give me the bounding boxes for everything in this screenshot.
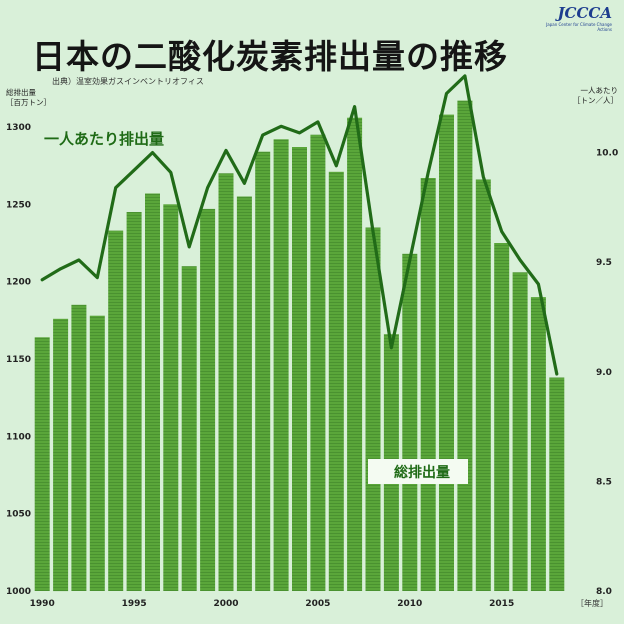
x-tick-1990: 1990 xyxy=(30,599,55,609)
line-point-2014 xyxy=(482,175,485,178)
line-series-label: 一人あたり排出量 xyxy=(44,130,165,148)
line-point-1995 xyxy=(133,169,135,171)
bar-2012 xyxy=(439,114,454,591)
chart-title: 日本の二酸化炭素排出量の推移 xyxy=(32,37,508,76)
bar-2001 xyxy=(236,196,252,591)
x-tick-2015: 2015 xyxy=(489,599,514,609)
y-left-tick-1100: 1100 xyxy=(6,432,31,442)
bar-2000 xyxy=(218,173,234,592)
axis-ticks: 1000 1050 1100 1150 1200 1250 1300 8.0 8.5 9.0 9.5… xyxy=(6,123,618,609)
line-point-2012 xyxy=(445,92,448,95)
line-point-2016 xyxy=(519,259,521,261)
line-point-1996 xyxy=(151,151,154,154)
bar-2006 xyxy=(328,171,344,592)
logo-subtitle: Japan Center for Climate Change Actions xyxy=(546,22,612,32)
line-point-2008 xyxy=(372,230,374,233)
y-right-tick-9: 9.0 xyxy=(596,368,612,378)
line-point-2011 xyxy=(427,171,430,174)
line-point-2000 xyxy=(225,149,227,152)
source-note: 出典）温室効果ガスインベントリオフィス xyxy=(52,77,204,86)
x-tick-1995: 1995 xyxy=(122,599,147,609)
bar-2008 xyxy=(365,227,381,591)
y-right-tick-8: 8.0 xyxy=(596,587,612,597)
line-point-2001 xyxy=(243,182,246,185)
bar-1991 xyxy=(53,318,69,592)
y-left-tick-1300: 1300 xyxy=(6,123,31,133)
line-point-1997 xyxy=(170,171,172,174)
bar-2011 xyxy=(420,178,436,591)
bar-1990 xyxy=(34,337,50,591)
logo: JCCCA Japan Center for Climate Change Ac… xyxy=(538,4,612,36)
line-point-1991 xyxy=(59,268,62,270)
line-point-2004 xyxy=(298,132,301,134)
line-point-1990 xyxy=(41,279,43,281)
bar-2004 xyxy=(292,147,307,591)
x-tick-2000: 2000 xyxy=(213,599,238,609)
left-axis-label-line2: ［百万トン］ xyxy=(6,98,51,107)
right-axis-label-line1: 一人あたり xyxy=(580,86,619,95)
line-point-2015 xyxy=(500,230,503,233)
line-point-1992 xyxy=(78,259,80,261)
bar-1997 xyxy=(163,204,179,592)
bar-2018 xyxy=(549,377,565,591)
line-point-2003 xyxy=(280,125,282,128)
y-left-tick-1000: 1000 xyxy=(6,587,31,597)
line-point-2017 xyxy=(537,283,540,285)
bar-2015 xyxy=(494,243,510,591)
y-right-tick-9.5: 9.5 xyxy=(596,258,612,268)
x-tick-2005: 2005 xyxy=(305,599,330,609)
logo-text: JCCCA xyxy=(557,4,612,22)
line-point-2010 xyxy=(409,259,411,261)
line-point-2013 xyxy=(464,75,466,77)
bar-1992 xyxy=(71,304,87,591)
left-axis-label: 総排出量 ［百万トン］ xyxy=(6,88,51,108)
bar-2003 xyxy=(273,139,289,592)
line-point-2007 xyxy=(353,105,356,108)
y-left-tick-1200: 1200 xyxy=(6,278,31,288)
y-right-tick-8.5: 8.5 xyxy=(596,477,612,487)
line-point-1998 xyxy=(188,246,190,248)
bar-2017 xyxy=(530,297,546,591)
bar-1994 xyxy=(108,230,124,591)
bar-2013 xyxy=(457,100,473,591)
left-axis-label-line1: 総排出量 xyxy=(6,88,36,97)
line-series xyxy=(40,74,559,376)
right-axis-label: 一人あたり ［トン／人］ xyxy=(573,86,618,106)
bar-1995 xyxy=(126,212,142,591)
bar-2014 xyxy=(475,179,491,591)
x-axis-unit: ［年度］ xyxy=(576,599,608,608)
bar-2007 xyxy=(347,117,363,591)
line-point-2009 xyxy=(390,346,393,349)
bar-series xyxy=(34,100,565,592)
right-axis-label-line2: ［トン／人］ xyxy=(573,96,618,105)
line-point-2002 xyxy=(261,134,264,136)
line-point-2006 xyxy=(335,165,338,167)
bar-2005 xyxy=(310,134,326,591)
bar-1999 xyxy=(200,208,216,591)
line-point-1993 xyxy=(96,276,99,279)
bar-2010 xyxy=(402,253,418,592)
y-left-tick-1250: 1250 xyxy=(6,200,31,210)
bar-1993 xyxy=(89,315,105,591)
line-point-1999 xyxy=(206,186,209,189)
bar-1996 xyxy=(145,193,160,591)
line-point-2005 xyxy=(317,121,319,123)
line-point-2018 xyxy=(556,373,558,375)
line-point-1994 xyxy=(114,186,117,189)
bar-1998 xyxy=(181,266,197,591)
x-tick-2010: 2010 xyxy=(397,599,422,609)
bar-2016 xyxy=(512,272,528,591)
bar-series-label: 総排出量 xyxy=(368,459,468,484)
y-left-tick-1050: 1050 xyxy=(6,510,31,520)
y-left-tick-1150: 1150 xyxy=(6,355,31,365)
y-right-tick-10: 10.0 xyxy=(596,149,618,159)
bar-2002 xyxy=(255,151,271,591)
